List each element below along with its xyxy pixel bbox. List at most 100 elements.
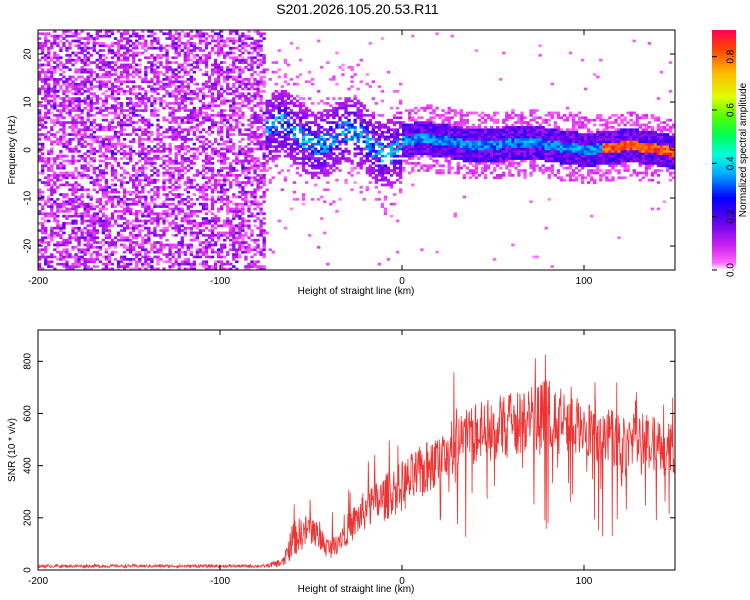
heatmap-cell — [220, 186, 224, 189]
heatmap-cell — [226, 262, 230, 266]
heatmap-cell — [129, 234, 133, 237]
heatmap-cell — [250, 234, 254, 237]
heatmap-cell — [83, 260, 87, 264]
heatmap-cell — [53, 104, 57, 108]
heatmap-cell — [89, 238, 93, 242]
heatmap-cell — [38, 63, 42, 67]
heatmap-cell — [141, 186, 145, 189]
heatmap-cell — [201, 248, 206, 252]
heatmap-cell — [116, 265, 121, 268]
heatmap-cell — [44, 246, 48, 249]
heatmap-cell — [141, 169, 145, 172]
heatmap-cell — [201, 147, 206, 151]
heatmap-cell — [207, 80, 212, 84]
heatmap-cell — [220, 174, 224, 177]
heatmap-cell — [250, 214, 254, 218]
heatmap-cell — [213, 243, 218, 247]
heatmap-cell — [292, 133, 297, 136]
heatmap-cell — [56, 214, 60, 218]
heatmap-cell — [47, 102, 51, 105]
heatmap-cell — [171, 56, 175, 60]
heatmap-cell — [68, 138, 72, 141]
heatmap-cell — [204, 222, 209, 225]
heatmap-cell — [119, 200, 124, 204]
heatmap-cell — [180, 159, 184, 163]
heatmap-cell — [268, 109, 272, 112]
heatmap-cell — [165, 44, 169, 48]
heatmap-cell — [286, 118, 291, 122]
heatmap-cell — [317, 142, 321, 146]
heatmap-cell — [168, 150, 172, 153]
heatmap-cell — [122, 32, 127, 36]
heatmap-cell — [198, 58, 203, 62]
heatmap-cell — [183, 80, 187, 84]
heatmap-cell — [204, 262, 209, 266]
heatmap-cell — [86, 210, 90, 213]
heatmap-cell — [307, 121, 312, 124]
heatmap-cell — [129, 80, 133, 84]
heatmap-cell — [119, 260, 124, 264]
heatmap-cell — [125, 102, 130, 105]
heatmap-cell — [280, 118, 284, 122]
heatmap-cell — [335, 147, 339, 151]
heatmap-cell — [174, 188, 178, 192]
heatmap-cell — [347, 159, 351, 163]
heatmap-cell — [229, 243, 233, 247]
heatmap-cell — [213, 123, 218, 127]
heatmap-cell — [59, 207, 63, 211]
heatmap-cell — [135, 255, 139, 259]
heatmap-cell — [210, 121, 215, 124]
heatmap-cell — [311, 142, 315, 146]
heatmap-cell — [289, 145, 294, 148]
heatmap-cell — [138, 51, 142, 55]
heatmap-cell — [244, 202, 248, 206]
heatmap-cell — [89, 214, 93, 218]
heatmap-cell — [259, 178, 263, 182]
heatmap-cell — [95, 231, 99, 235]
heatmap-cell — [41, 198, 45, 201]
heatmap-cell — [201, 118, 206, 122]
heatmap-cell — [132, 58, 136, 62]
heatmap-cell — [129, 111, 133, 115]
heatmap-cell — [80, 99, 84, 103]
heatmap-cell — [292, 104, 297, 108]
heatmap-cell — [107, 258, 112, 261]
heatmap-cell — [259, 114, 263, 117]
heatmap-cell — [110, 243, 115, 247]
heatmap-cell — [41, 51, 45, 55]
heatmap-cell — [80, 75, 84, 79]
heatmap-cell — [292, 135, 297, 139]
heatmap-cell — [77, 248, 81, 252]
heatmap-cell — [113, 78, 118, 81]
heatmap-cell — [377, 262, 382, 266]
heatmap-cell — [189, 183, 193, 187]
heatmap-cell — [177, 104, 181, 108]
heatmap-cell — [38, 75, 42, 79]
heatmap-cell — [83, 258, 87, 261]
heatmap-cell — [341, 140, 345, 144]
heatmap-cell — [38, 250, 42, 254]
heatmap-cell — [129, 99, 133, 103]
heatmap-cell — [232, 212, 236, 216]
heatmap-cell — [365, 186, 369, 189]
heatmap-cell — [192, 260, 197, 264]
heatmap-cell — [153, 202, 157, 206]
heatmap-cell — [107, 63, 112, 67]
heatmap-cell — [119, 174, 124, 177]
heatmap-cell — [132, 51, 136, 55]
heatmap-cell — [341, 121, 345, 124]
heatmap-cell — [201, 241, 206, 244]
heatmap-cell — [150, 133, 154, 136]
heatmap-cell — [292, 121, 297, 124]
heatmap-cell — [256, 243, 260, 247]
heatmap-cell — [129, 87, 133, 91]
heatmap-cell — [329, 152, 333, 156]
heatmap-cell — [89, 207, 93, 211]
heatmap-cell — [226, 202, 230, 206]
heatmap-cell — [241, 169, 245, 172]
heatmap-cell — [232, 231, 236, 235]
heatmap-cell — [125, 157, 130, 160]
heatmap-cell — [50, 56, 54, 60]
heatmap-cell — [186, 133, 190, 136]
heatmap-cell — [156, 174, 160, 177]
